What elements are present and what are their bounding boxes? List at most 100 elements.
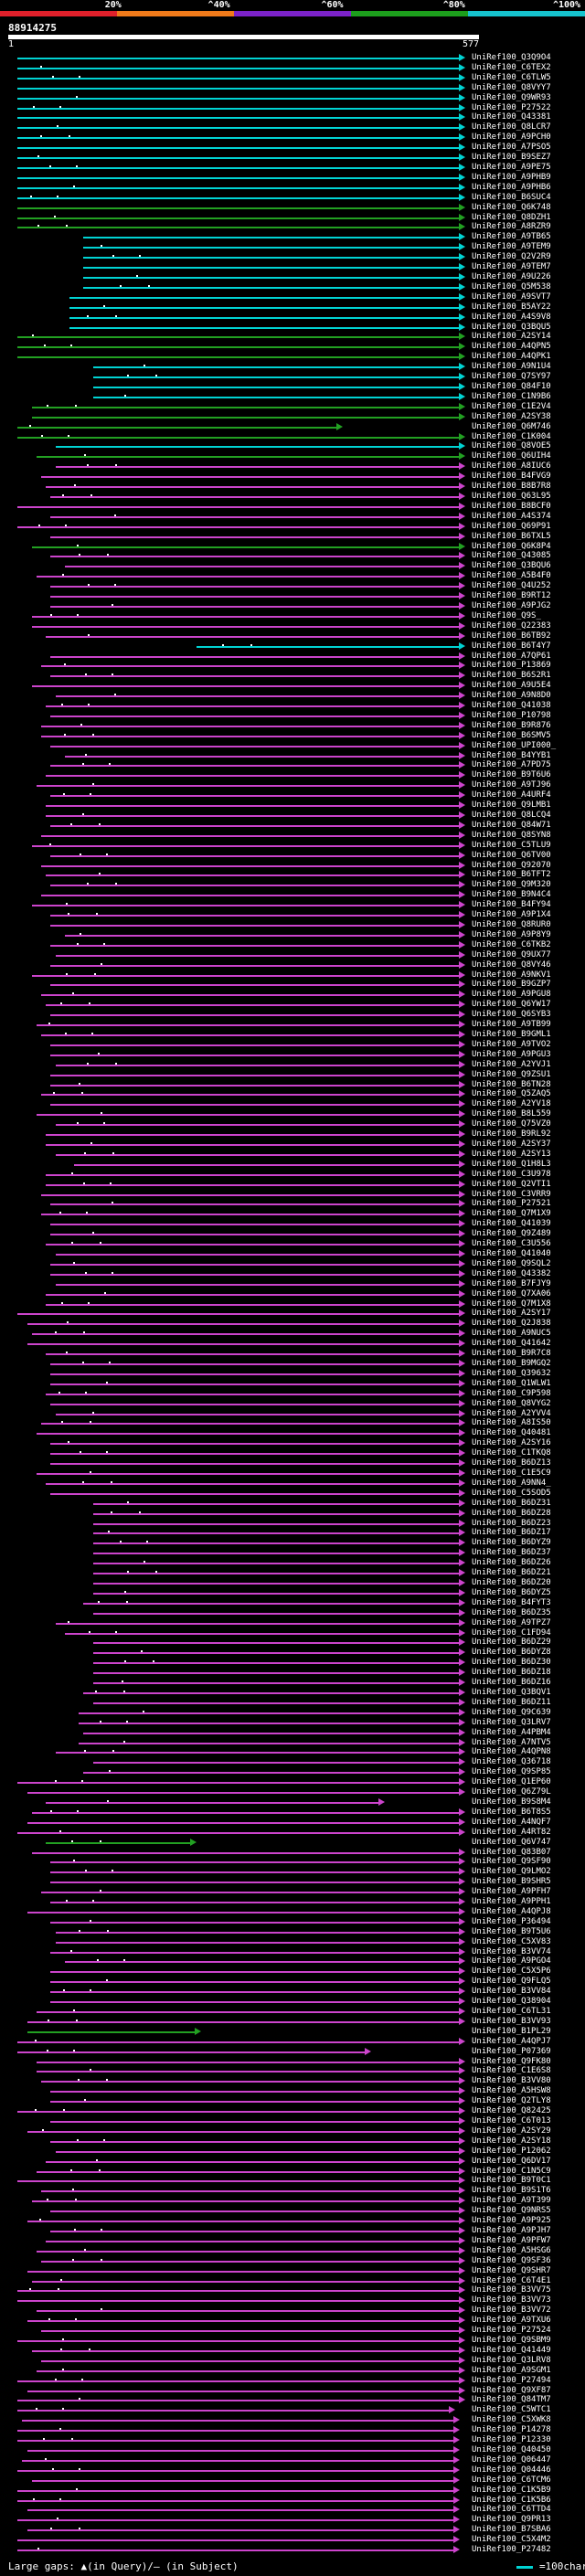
hit-label[interactable]: UniRef100_A4QPN8 (472, 1747, 551, 1757)
hit-row[interactable]: UniRef100_A9PJH7 (0, 2226, 585, 2236)
hit-label[interactable]: UniRef100_A2YV18 (472, 1099, 551, 1109)
hit-label[interactable]: UniRef100_A2SY29 (472, 2125, 551, 2136)
hit-label[interactable]: UniRef100_Q36718 (472, 1757, 551, 1767)
hit-label[interactable]: UniRef100_Q41038 (472, 701, 551, 711)
hit-label[interactable]: UniRef100_Q8RUR0 (472, 920, 551, 930)
hit-label[interactable]: UniRef100_A9PGU8 (472, 990, 551, 1000)
hit-label[interactable]: UniRef100_Q43085 (472, 551, 551, 561)
hit-label[interactable]: UniRef100_A9PFW7 (472, 2235, 551, 2245)
hit-row[interactable]: UniRef100_B9R7C8 (0, 1349, 585, 1359)
hit-row[interactable]: UniRef100_A9TEM7 (0, 262, 585, 272)
hit-row[interactable]: UniRef100_C5TLU9 (0, 841, 585, 851)
hit-row[interactable]: UniRef100_C6TEX2 (0, 63, 585, 73)
hit-row[interactable]: UniRef100_Q41040 (0, 1249, 585, 1259)
hit-label[interactable]: UniRef100_B3VV80 (472, 2076, 551, 2086)
hit-label[interactable]: UniRef100_B6TN28 (472, 1079, 551, 1089)
hit-row[interactable]: UniRef100_B6SUC4 (0, 193, 585, 203)
hit-row[interactable]: UniRef100_A4QPN8 (0, 1747, 585, 1757)
hit-row[interactable]: UniRef100_B6DZ31 (0, 1499, 585, 1509)
hit-label[interactable]: UniRef100_C3VRR9 (472, 1189, 551, 1199)
hit-row[interactable]: UniRef100_Q7M1X8 (0, 1299, 585, 1309)
hit-row[interactable]: UniRef100_A2YVJ1 (0, 1060, 585, 1070)
hit-row[interactable]: UniRef100_Q6V747 (0, 1838, 585, 1848)
hit-row[interactable]: UniRef100_Q8LCR7 (0, 122, 585, 133)
hit-label[interactable]: UniRef100_A2SY18 (472, 2136, 551, 2146)
hit-row[interactable]: UniRef100_B8L559 (0, 1109, 585, 1119)
hit-row[interactable]: UniRef100_Q6SYB3 (0, 1010, 585, 1020)
hit-label[interactable]: UniRef100_B9SHR5 (472, 1877, 551, 1887)
hit-row[interactable]: UniRef100_Q8VY46 (0, 960, 585, 970)
hit-label[interactable]: UniRef100_Q40481 (472, 1428, 551, 1438)
hit-row[interactable]: UniRef100_A9NUC5 (0, 1329, 585, 1339)
hit-label[interactable]: UniRef100_Q3Q9O4 (472, 53, 551, 62)
hit-row[interactable]: UniRef100_Q9Z489 (0, 1229, 585, 1239)
hit-row[interactable]: UniRef100_B9R876 (0, 721, 585, 731)
hit-label[interactable]: UniRef100_Q9SF90 (472, 1857, 551, 1867)
hit-label[interactable]: UniRef100_B7FJY9 (472, 1278, 551, 1288)
hit-row[interactable]: UniRef100_A9PJG2 (0, 601, 585, 611)
hit-label[interactable]: UniRef100_Q2J838 (472, 1319, 551, 1329)
hit-label[interactable]: UniRef100_C1E5C9 (472, 1468, 551, 1478)
hit-label[interactable]: UniRef100_P27494 (472, 2375, 551, 2385)
hit-row[interactable]: UniRef100_P27482 (0, 2545, 585, 2555)
hit-row[interactable]: UniRef100_C1E6S8 (0, 2066, 585, 2076)
hit-row[interactable]: UniRef100_C1K004 (0, 432, 585, 442)
hit-row[interactable]: UniRef100_A4QPJ8 (0, 1907, 585, 1917)
hit-label[interactable]: UniRef100_C5WTC1 (472, 2405, 551, 2415)
hit-label[interactable]: UniRef100_A2SY14 (472, 332, 551, 342)
hit-row[interactable]: UniRef100_B6DZ23 (0, 1519, 585, 1529)
hit-label[interactable]: UniRef100_Q9Z489 (472, 1229, 551, 1239)
hit-label[interactable]: UniRef100_C6TCM6 (472, 2475, 551, 2485)
hit-row[interactable]: UniRef100_C5WTC1 (0, 2405, 585, 2415)
hit-row[interactable]: UniRef100_Q6YW17 (0, 1000, 585, 1010)
hit-row[interactable]: UniRef100_C1TKQ8 (0, 1448, 585, 1458)
hit-label[interactable]: UniRef100_Q3LRV7 (472, 1717, 551, 1727)
hit-label[interactable]: UniRef100_Q9SQL2 (472, 1258, 551, 1268)
hit-row[interactable]: UniRef100_Q84F10 (0, 382, 585, 392)
hit-row[interactable]: UniRef100_B6TFT2 (0, 870, 585, 880)
hit-label[interactable]: UniRef100_B6DZ13 (472, 1458, 551, 1468)
hit-row[interactable]: UniRef100_Q9WR93 (0, 93, 585, 103)
hit-row[interactable]: UniRef100_Q9FLQ5 (0, 1977, 585, 1987)
hit-row[interactable]: UniRef100_A9TXU6 (0, 2316, 585, 2326)
hit-label[interactable]: UniRef100_B9T6U6 (472, 770, 551, 780)
hit-row[interactable]: UniRef100_P13869 (0, 661, 585, 671)
hit-row[interactable]: UniRef100_Q8LCQ4 (0, 811, 585, 821)
hit-label[interactable]: UniRef100_B5AY22 (472, 302, 551, 312)
hit-label[interactable]: UniRef100_B6TB92 (472, 631, 551, 641)
hit-row[interactable]: UniRef100_B6DZ29 (0, 1638, 585, 1648)
hit-row[interactable]: UniRef100_A9NKV1 (0, 970, 585, 981)
hit-label[interactable]: UniRef100_B6SUC4 (472, 192, 551, 202)
hit-row[interactable]: UniRef100_B3VV75 (0, 2285, 585, 2295)
hit-label[interactable]: UniRef100_Q9FLQ5 (472, 1977, 551, 1987)
hit-label[interactable]: UniRef100_Q84F10 (472, 381, 551, 391)
hit-label[interactable]: UniRef100_B9N4C4 (472, 890, 551, 900)
hit-label[interactable]: UniRef100_B9T0C1 (472, 2176, 551, 2186)
hit-label[interactable]: UniRef100_Q9SBM9 (472, 2336, 551, 2346)
hit-label[interactable]: UniRef100_A2SY17 (472, 1309, 551, 1319)
hit-row[interactable]: UniRef100_P27494 (0, 2376, 585, 2386)
hit-row[interactable]: UniRef100_A9P1X4 (0, 910, 585, 920)
hit-row[interactable]: UniRef100_B6SMV5 (0, 731, 585, 741)
hit-row[interactable]: UniRef100_A9P925 (0, 2216, 585, 2226)
hit-label[interactable]: UniRef100_C5X4M2 (472, 2535, 551, 2545)
hit-row[interactable]: UniRef100_C1N9B6 (0, 392, 585, 402)
hit-label[interactable]: UniRef100_P14278 (472, 2425, 551, 2435)
hit-row[interactable]: UniRef100_Q39632 (0, 1369, 585, 1379)
hit-row[interactable]: UniRef100_A9PCH0 (0, 133, 585, 143)
hit-label[interactable]: UniRef100_B3VV73 (472, 2295, 551, 2306)
hit-row[interactable]: UniRef100_Q1WLW1 (0, 1379, 585, 1389)
hit-label[interactable]: UniRef100_Q9NRS5 (472, 2206, 551, 2216)
hit-label[interactable]: UniRef100_A4QPN5 (472, 342, 551, 352)
hit-row[interactable]: UniRef100_Q63L95 (0, 492, 585, 502)
hit-row[interactable]: UniRef100_Q9ZSU1 (0, 1070, 585, 1080)
hit-row[interactable]: UniRef100_Q6K748 (0, 203, 585, 213)
hit-label[interactable]: UniRef100_A9PHB6 (472, 182, 551, 192)
hit-label[interactable]: UniRef100_Q84W71 (472, 820, 551, 830)
hit-row[interactable]: UniRef100_P27524 (0, 2326, 585, 2336)
hit-row[interactable]: UniRef100_A9N8D0 (0, 691, 585, 701)
hit-row[interactable]: UniRef100_Q9SF36 (0, 2256, 585, 2266)
hit-label[interactable]: UniRef100_Q92070 (472, 860, 551, 870)
hit-row[interactable]: UniRef100_Q9SHR7 (0, 2266, 585, 2276)
hit-label[interactable]: UniRef100_Q2TLY8 (472, 2096, 551, 2106)
